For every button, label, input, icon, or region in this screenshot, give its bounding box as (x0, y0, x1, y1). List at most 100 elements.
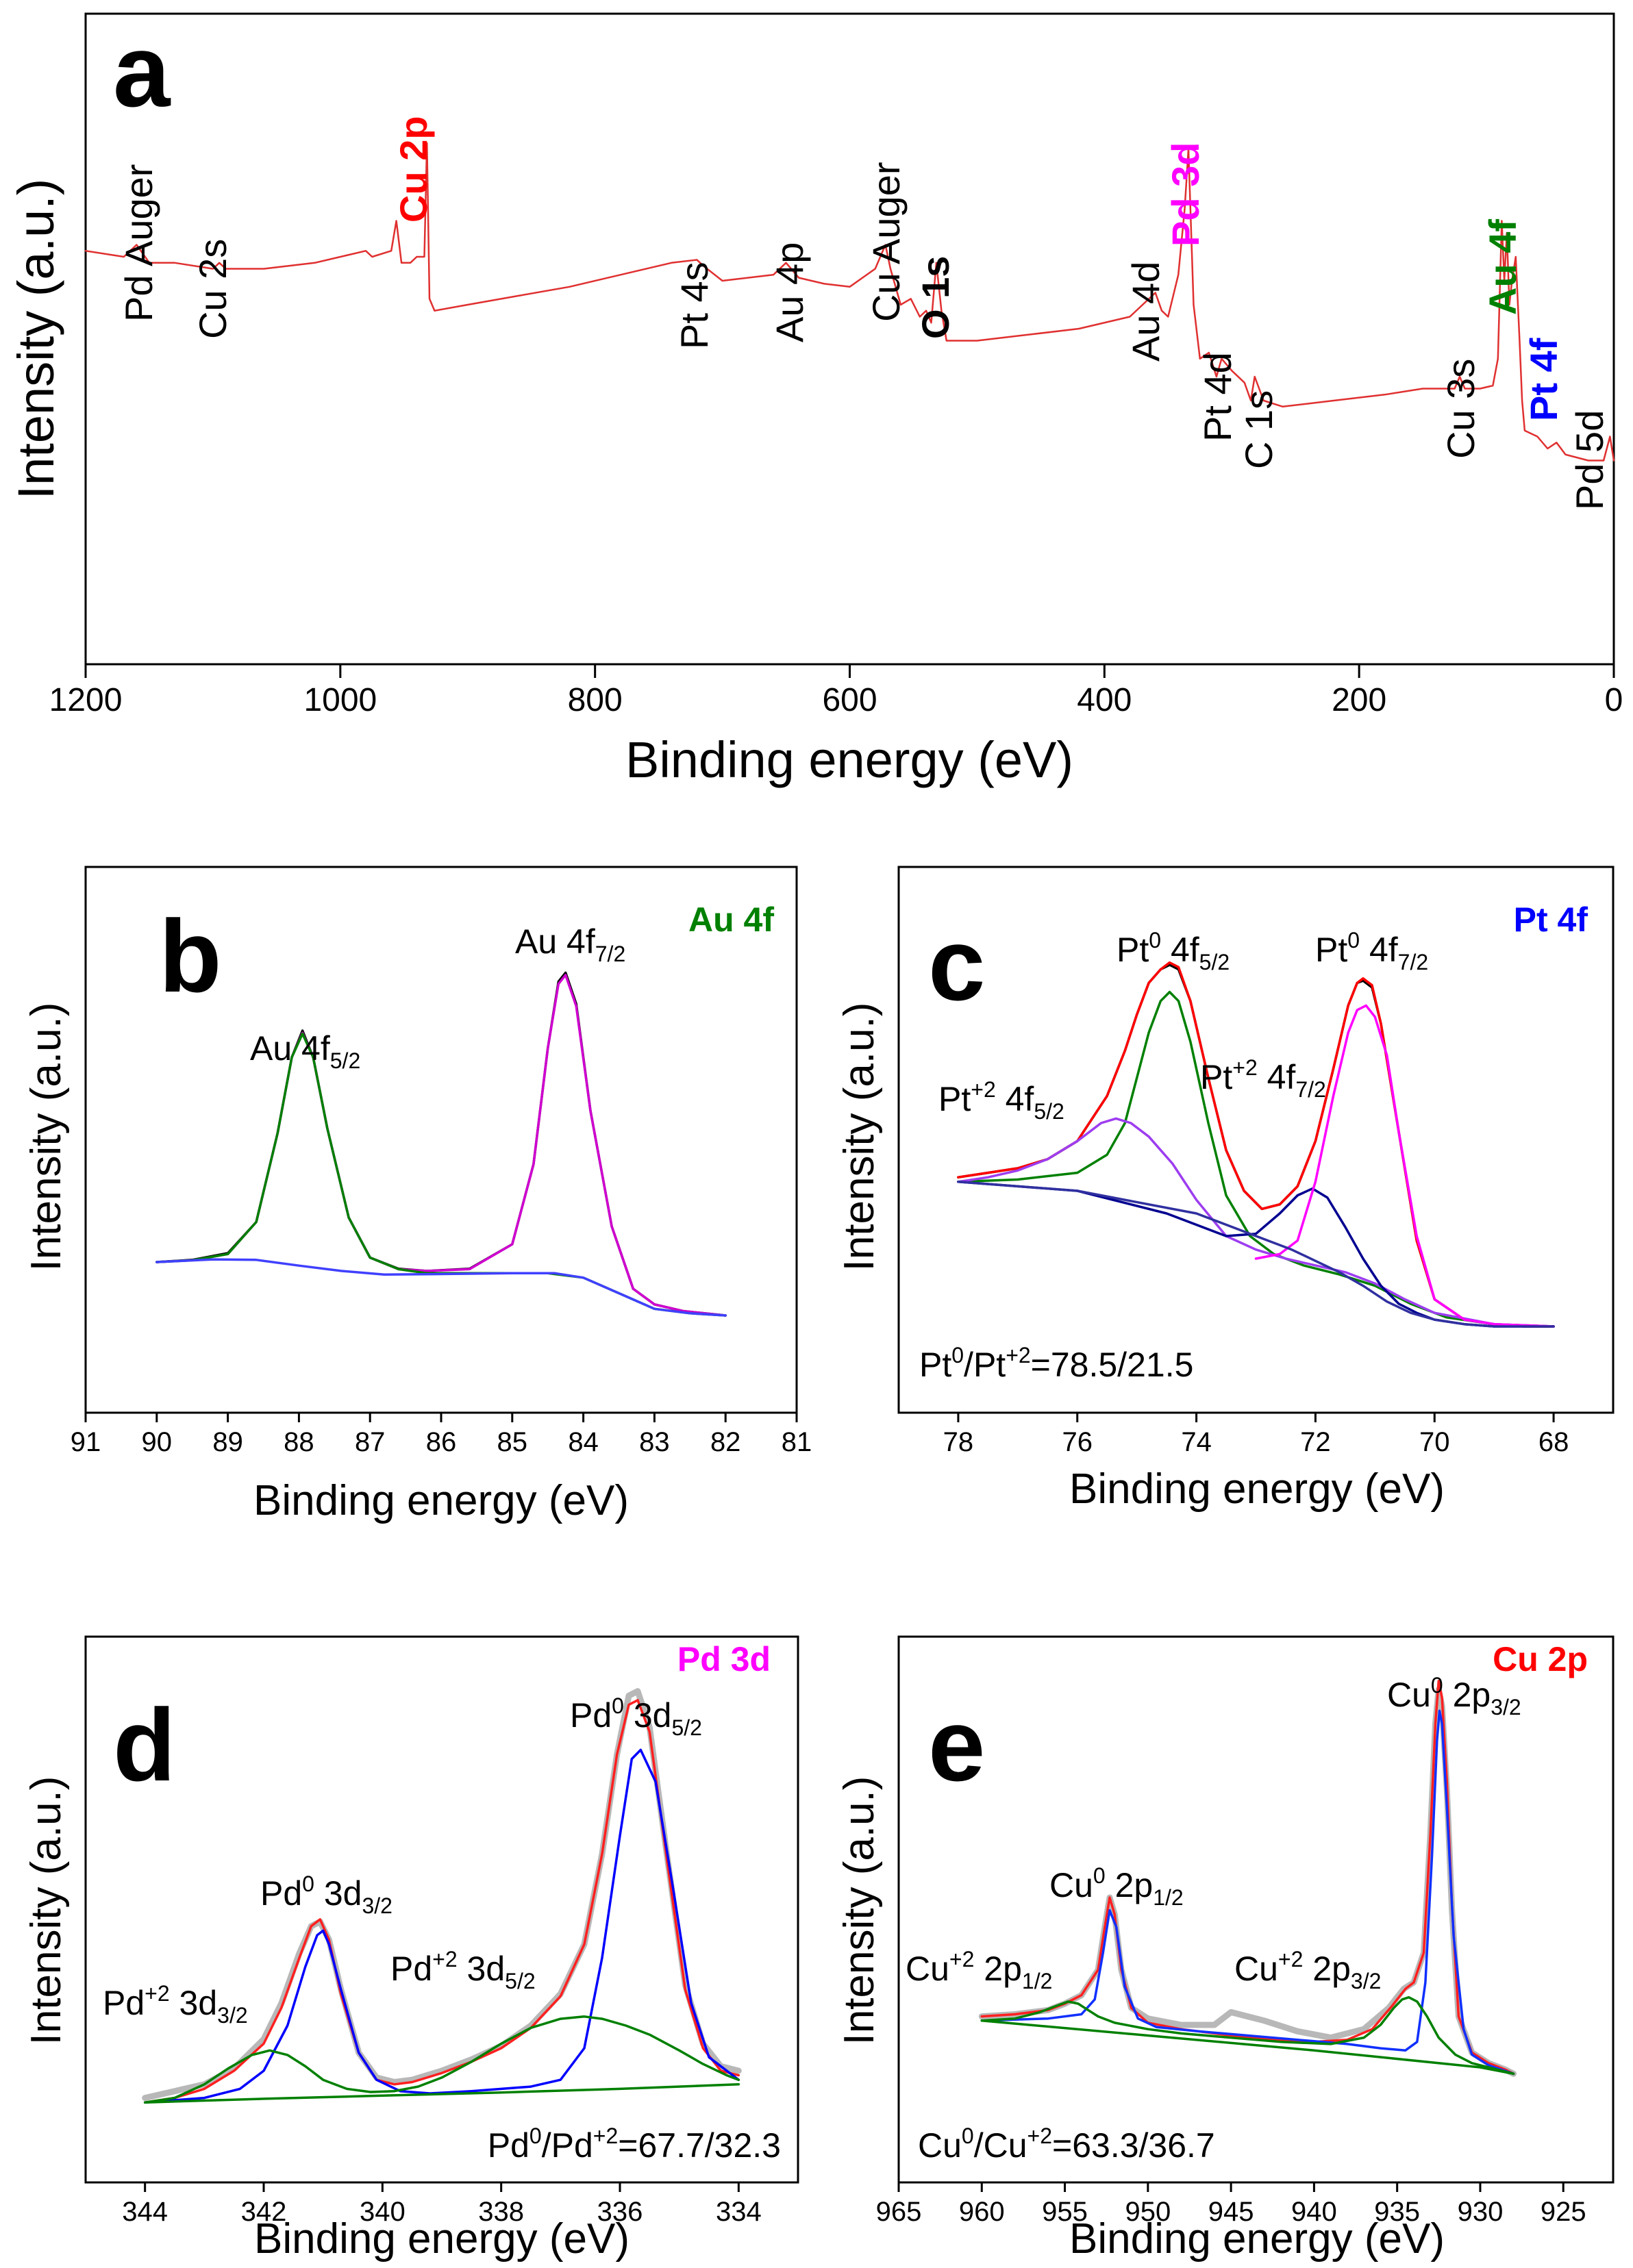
panel-d-x-axis-label: Binding energy (eV) (254, 2215, 629, 2263)
panel-c-x-tick-label: 72 (1300, 1427, 1331, 1457)
panel-c-x-tick-label: 78 (943, 1427, 974, 1457)
label-superscript: +2 (971, 1077, 995, 1102)
panel-e-x-tick-label: 930 (1458, 2197, 1504, 2227)
label-superscript: +2 (1278, 1947, 1303, 1971)
panel-b-series-background (155, 1258, 727, 1317)
panel-d-series-background (143, 2083, 740, 2104)
label-subscript: 7/2 (1398, 950, 1428, 974)
peak-label-pt-4d: Pt 4d (1196, 352, 1239, 442)
peak-label-au-4p: Au 4p (768, 242, 811, 342)
panel-b-x-tick-label: 81 (782, 1427, 812, 1457)
panel-a: a 1200 1000 800 600 400 200 0 Binding energy (… (8, 12, 1623, 788)
panel-c-x-ticks: 78 76 74 72 70 68 (943, 1413, 1569, 1457)
ratio-mid: /Pt (964, 1346, 1006, 1384)
panel-c-series-pt0-4f5-2 (957, 990, 1555, 1328)
label-superscript: 0 (1347, 928, 1360, 953)
ratio-b-sup: +2 (1006, 1343, 1030, 1368)
label-main: Cu (1387, 1676, 1431, 1714)
peak-label-cu-2p: Cu 2p (392, 116, 435, 223)
label-main: Au 4f (515, 922, 595, 961)
panel-d-x-tick-label: 336 (597, 2197, 643, 2227)
ratio-value: =78.5/21.5 (1031, 1346, 1194, 1384)
label-main: Pt (1200, 1058, 1232, 1096)
panel-d-x-tick-label: 334 (716, 2197, 762, 2227)
panel-e-series (978, 1680, 1517, 2077)
panel-d-x-ticks: 344 342 340 338 336 334 (122, 2182, 762, 2227)
panel-c-series-pt-2-4f5-2 (957, 1117, 1555, 1328)
panel-a-x-tick-label: 1200 (49, 682, 123, 718)
panel-d-series-fit (143, 1699, 740, 2104)
peak-label-cu0-2p3-2: Cu0 2p3/2 (1387, 1673, 1521, 1719)
label-subscript: 5/2 (330, 1048, 360, 1073)
label-superscript: +2 (145, 1981, 169, 2006)
panel-e-title: Cu 2p (1493, 1640, 1588, 1678)
panel-c-title: Pt 4f (1514, 900, 1588, 939)
label-subscript: 3/2 (217, 2003, 247, 2028)
panel-d-letter: d (113, 1687, 176, 1802)
panel-a-x-tick-label: 0 (1605, 682, 1623, 718)
label-tail: 3d (314, 1874, 362, 1913)
panel-b-title: Au 4f (688, 900, 774, 939)
panel-a-x-tick-label: 600 (822, 682, 877, 718)
panel-e-series-cu-2-components (980, 1995, 1515, 2076)
label-superscript: 0 (612, 1693, 624, 1718)
label-tail: 3d (458, 1950, 506, 1988)
panel-b-x-tick-label: 83 (639, 1427, 670, 1457)
label-main: Pd (390, 1950, 432, 1988)
panel-e-plot-frame (897, 1635, 1615, 2184)
panel-d-title: Pd 3d (677, 1640, 771, 1678)
panel-b-x-tick-label: 87 (355, 1427, 386, 1457)
label-subscript: 5/2 (1199, 950, 1230, 974)
panel-b-y-axis-label: Intensity (a.u.) (23, 1003, 70, 1272)
label-subscript: 7/2 (595, 942, 625, 966)
panel-d-x-tick-label: 342 (241, 2197, 287, 2227)
label-tail: 3d (624, 1696, 672, 1735)
label-main: Au 4f (250, 1029, 330, 1068)
peak-label-cu-3s: Cu 3s (1439, 359, 1482, 459)
label-tail: 4f (1161, 931, 1199, 969)
panel-c-series-pt0-4f7-2 (1254, 1004, 1555, 1328)
peak-label-o-1s: O 1s (914, 256, 957, 339)
panel-e-x-tick-label: 935 (1374, 2197, 1420, 2227)
label-subscript: 5/2 (505, 1969, 535, 1993)
label-tail: 2p (1303, 1950, 1351, 1988)
peak-label-pd-auger: Pd Auger (117, 164, 160, 322)
panel-c-series-fit (957, 961, 1555, 1328)
label-main: Pd (103, 1984, 145, 2022)
label-superscript: 0 (1093, 1863, 1106, 1888)
panel-d-series-pd0-3d3-2 (143, 1748, 740, 2104)
panel-a-x-tick-label: 200 (1332, 682, 1386, 718)
panel-c-series-background (957, 1181, 1555, 1328)
panel-a-y-axis-label: Intensity (a.u.) (8, 179, 64, 500)
panel-e-x-tick-label: 945 (1208, 2197, 1254, 2227)
peak-label-pt2-4f5-2: Pt+2 4f5/2 (938, 1077, 1064, 1124)
panel-a-x-tick-label: 1000 (303, 682, 377, 718)
peak-label-pd0-3d5-2: Pd0 3d5/2 (570, 1693, 702, 1740)
label-main: Pd (260, 1874, 302, 1913)
label-main: Cu (1049, 1866, 1093, 1904)
panel-b-series (155, 971, 727, 1317)
panel-c-letter: c (928, 907, 985, 1022)
panel-c-y-axis-label: Intensity (a.u.) (836, 1003, 883, 1272)
panel-a-x-tick-label: 400 (1077, 682, 1132, 718)
panel-a-plot-frame (84, 12, 1615, 666)
label-tail: 2p (1106, 1866, 1154, 1904)
peak-label-pd0-3d3-2: Pd0 3d3/2 (260, 1872, 392, 1918)
panel-d-x-tick-label: 338 (478, 2197, 524, 2227)
panel-e-x-tick-label: 960 (959, 2197, 1005, 2227)
panel-b-series-fit (155, 974, 727, 1317)
label-subscript: 3/2 (1491, 1695, 1521, 1719)
label-subscript: 3/2 (362, 1893, 392, 1918)
panel-b-x-tick-label: 89 (212, 1427, 243, 1457)
peak-label-pt-4f: Pt 4f (1522, 338, 1565, 421)
panel-c-plot-frame (897, 866, 1615, 1414)
label-tail: 4f (1258, 1058, 1296, 1096)
peak-label-cu-auger: Cu Auger (864, 162, 908, 323)
peak-label-pt0-4f7-2: Pt0 4f7/2 (1315, 928, 1428, 974)
peak-label-c-1s: C 1s (1237, 390, 1280, 469)
peak-label-pt-4s: Pt 4s (673, 262, 716, 349)
label-subscript: 5/2 (671, 1715, 701, 1740)
ratio-a: Pd (488, 2126, 529, 2165)
panel-e-x-ticks: 965 960 955 950 945 940 935 930 925 (876, 2182, 1586, 2227)
label-tail: 3d (170, 1984, 218, 2022)
